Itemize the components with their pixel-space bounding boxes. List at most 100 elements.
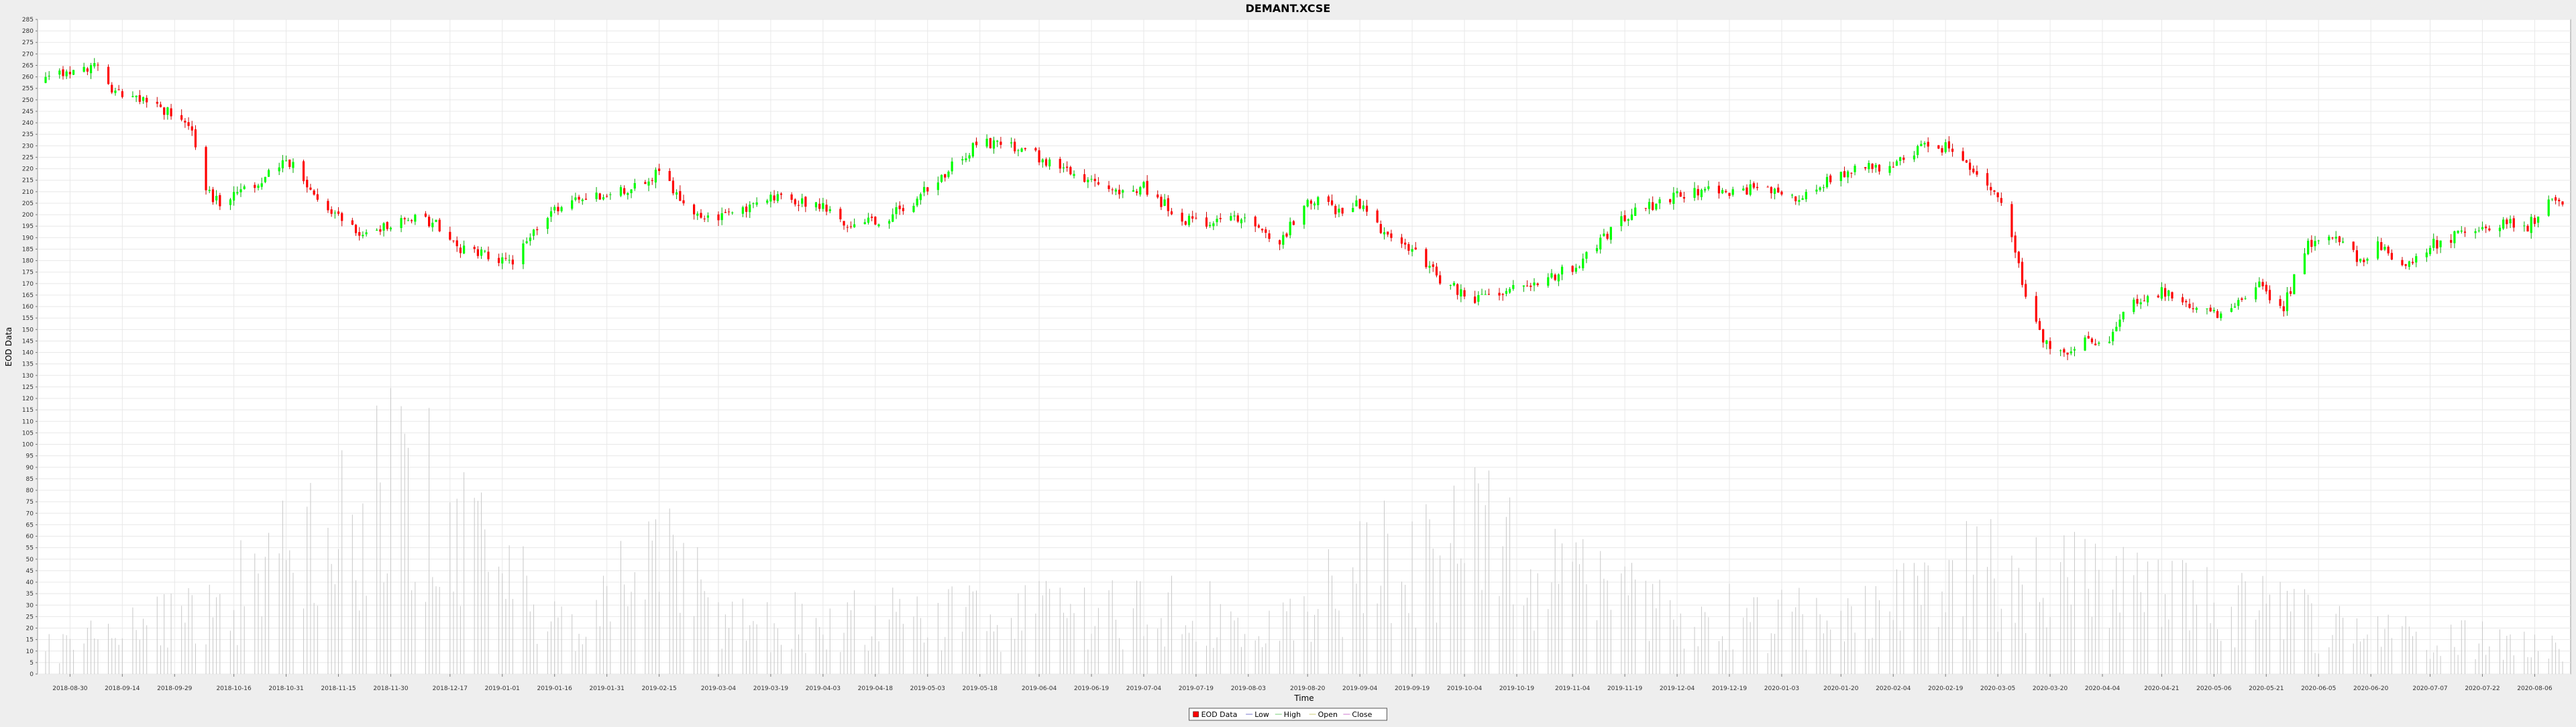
x-tick-label: 2020-01-03 — [1764, 685, 1799, 692]
candle-body — [1805, 192, 1807, 200]
x-tick-label: 2019-05-03 — [910, 685, 945, 692]
y-tick-label: 160 — [22, 304, 34, 311]
candle-body — [749, 205, 751, 213]
candle-body — [1205, 217, 1208, 227]
candle-body — [1655, 203, 1658, 210]
candle-body — [58, 70, 61, 75]
candle-body — [1187, 215, 1191, 225]
candle-body — [1216, 219, 1218, 223]
candle-body — [2045, 340, 2048, 344]
candle-body — [1599, 237, 1602, 249]
candle-body — [1529, 285, 1532, 287]
x-tick-label: 2018-12-17 — [433, 685, 468, 692]
candle-body — [2000, 198, 2002, 203]
candle-body — [2090, 338, 2094, 343]
candle-body — [1379, 224, 1382, 233]
candle-body — [2070, 351, 2072, 353]
candle-body — [365, 232, 368, 235]
candle-body — [525, 241, 528, 243]
candle-body — [1676, 191, 1678, 194]
candle-body — [627, 192, 629, 195]
candle-body — [309, 187, 312, 190]
y-tick-label: 90 — [26, 465, 34, 471]
candle-body — [633, 183, 636, 189]
candle-body — [532, 229, 535, 236]
x-tick-label: 2019-01-31 — [590, 685, 625, 692]
candle-body — [1571, 266, 1574, 272]
candle-body — [184, 121, 186, 123]
candle-body — [2293, 274, 2296, 294]
candle-body — [1122, 190, 1124, 193]
candle-body — [947, 171, 950, 177]
candle-body — [1902, 158, 1905, 160]
candle-body — [1132, 190, 1134, 192]
candle-body — [1547, 277, 1550, 286]
candle-body — [1822, 187, 1825, 188]
candle-body — [68, 72, 71, 74]
candle-body — [1230, 216, 1232, 221]
candle-body — [2084, 337, 2086, 351]
candle-body — [1582, 258, 1585, 269]
candle-body — [1976, 171, 1978, 175]
candle-body — [254, 184, 256, 188]
candle-body — [1780, 191, 1783, 194]
candle-body — [2328, 236, 2330, 241]
candle-body — [766, 200, 769, 203]
candle-body — [1648, 202, 1651, 209]
candle-body — [898, 205, 901, 209]
candle-body — [1574, 268, 1577, 272]
candle-body — [922, 186, 926, 192]
candle-body — [257, 185, 260, 188]
candle-body — [2021, 262, 2024, 285]
candle-body — [2401, 260, 2404, 266]
candle-body — [473, 247, 476, 249]
candle-body — [459, 247, 462, 254]
y-axis-label: EOD Data — [4, 327, 13, 367]
x-tick-label: 2019-10-19 — [1499, 685, 1535, 692]
candle-body — [1024, 148, 1026, 150]
candle-body — [1825, 176, 1829, 187]
candle-body — [839, 209, 842, 219]
candle-body — [1282, 235, 1285, 245]
candle-body — [1254, 217, 1256, 227]
candle-body — [1114, 189, 1117, 192]
x-tick-label: 2019-03-19 — [753, 685, 789, 692]
candle-body — [1560, 266, 1564, 275]
chart-title: DEMANT.XCSE — [1246, 2, 1331, 15]
x-tick-label: 2019-04-03 — [806, 685, 841, 692]
candle-body — [2366, 258, 2369, 261]
candle-body — [1191, 216, 1194, 219]
candle-body — [431, 223, 434, 227]
candle-body — [926, 187, 929, 192]
candle-body — [1414, 247, 1417, 250]
y-tick-label: 240 — [22, 120, 34, 127]
candle-body — [1752, 183, 1755, 188]
candle-body — [2087, 335, 2090, 339]
candle-body — [428, 217, 431, 227]
candle-body — [1951, 148, 1954, 152]
candle-body — [619, 187, 623, 196]
candle-body — [2233, 306, 2237, 308]
candle-body — [1481, 294, 1483, 295]
candle-body — [156, 101, 158, 104]
y-tick-label: 75 — [26, 499, 34, 506]
candle-body — [828, 209, 831, 211]
x-tick-label: 2019-10-04 — [1447, 685, 1483, 692]
candle-body — [1819, 187, 1821, 190]
candle-body — [1941, 148, 1943, 153]
candle-body — [2188, 304, 2191, 308]
candle-body — [438, 219, 441, 231]
candle-body — [131, 96, 134, 97]
y-tick-label: 110 — [22, 418, 34, 425]
candle-body — [1330, 200, 1334, 205]
candle-body — [2115, 327, 2118, 331]
y-tick-label: 245 — [22, 109, 34, 115]
candle-body — [208, 190, 211, 191]
candle-body — [1947, 141, 1950, 149]
candle-body — [1452, 282, 1456, 286]
y-tick-label: 10 — [26, 649, 34, 655]
candle-body — [1167, 198, 1169, 211]
y-tick-label: 85 — [26, 476, 34, 483]
candle-body — [863, 222, 866, 225]
